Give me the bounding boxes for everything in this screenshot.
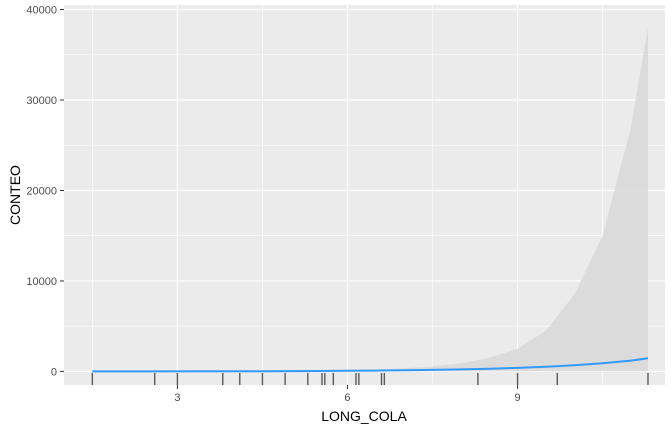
y-axis: 0 10000 20000 30000 40000 [26, 5, 64, 378]
fitted-line [92, 357, 649, 373]
y-tick-label: 40000 [26, 5, 57, 17]
y-axis-title: CONTEO [7, 165, 23, 225]
y-tick-label: 0 [51, 366, 57, 378]
rug-marks [91, 373, 649, 385]
x-tick-label: 3 [174, 392, 180, 404]
x-tick-label: 6 [344, 392, 350, 404]
x-tick-label: 9 [515, 392, 521, 404]
grid-minor [64, 5, 665, 385]
grid-major [64, 5, 665, 385]
x-axis: 3 6 9 [174, 385, 521, 404]
y-tick-label: 20000 [26, 185, 57, 197]
x-axis-title: LONG_COLA [321, 408, 407, 424]
y-tick-label: 10000 [26, 276, 57, 288]
confidence-band [92, 27, 649, 372]
y-tick-label: 30000 [26, 95, 57, 107]
